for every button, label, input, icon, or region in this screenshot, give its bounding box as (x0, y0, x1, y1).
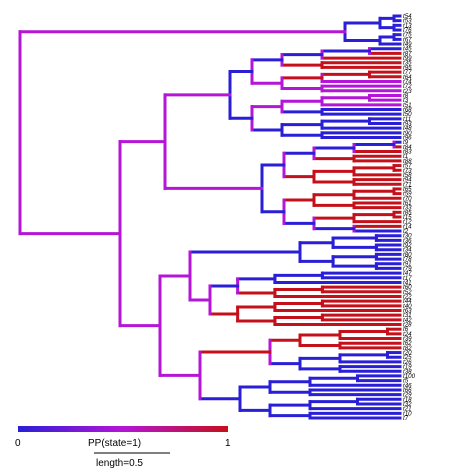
tip-label: t88 (403, 158, 412, 165)
tip-label: t46 (403, 382, 412, 389)
tip-label: t30 (403, 233, 412, 240)
tip-label: t90 (403, 130, 412, 137)
tip-label: t79 (403, 265, 412, 272)
tip-label: t92 (403, 242, 412, 249)
color-legend: 0 PP(state=1) 1 (15, 426, 231, 449)
tip-label: t33 (403, 205, 412, 212)
tip-label: t51 (403, 102, 412, 109)
tip-label: t63 (403, 307, 412, 314)
tip-label: t96 (403, 135, 412, 142)
tip-label: t99 (403, 55, 412, 62)
tip-label: t18 (403, 396, 412, 403)
tip-label: t40 (403, 303, 412, 310)
tip-label: t2 (403, 228, 409, 235)
tip-label: t74 (403, 78, 412, 85)
tip-label: t6 (403, 326, 409, 333)
tip-label: t87 (403, 50, 412, 57)
tip-label: t75 (403, 32, 412, 39)
tip-label: t64 (403, 74, 412, 81)
tip-label: t1 (403, 153, 408, 160)
tip-label: t42 (403, 317, 412, 324)
tip-label: t76 (403, 27, 412, 34)
tip-label: t26 (403, 359, 412, 366)
tip-label: t29 (403, 392, 412, 399)
tip-label: t3 (403, 97, 409, 104)
tip-label: t21 (403, 406, 412, 413)
tip-label: t72 (403, 83, 412, 90)
tip-label: t13 (403, 22, 412, 29)
scale-bar-label: length=0.5 (96, 458, 143, 469)
tip-label: t7 (403, 415, 409, 422)
tip-label: t95 (403, 64, 412, 71)
tip-label: t25 (403, 354, 412, 361)
tip-label: t49 (403, 41, 412, 48)
tip-label: t54 (403, 13, 412, 20)
tip-label: t59 (403, 191, 412, 198)
tip-label: t84 (403, 144, 412, 151)
tip-label: t8 (403, 92, 409, 99)
tip-label: t82 (403, 345, 412, 352)
tip-label: t36 (403, 237, 412, 244)
tip-label: t19 (403, 364, 412, 371)
tip-label: t53 (403, 18, 412, 25)
tip-label: t91 (403, 261, 412, 268)
tip-label: t67 (403, 36, 412, 43)
tip-label: t24 (403, 331, 412, 338)
scale-bar: length=0.5 (94, 452, 170, 469)
tip-label: t45 (403, 46, 412, 53)
tip-label: t32 (403, 401, 412, 408)
tip-label: t48 (403, 125, 412, 132)
tip-label: t71 (403, 181, 412, 188)
tip-label: t85 (403, 209, 412, 216)
tip-label: t35 (403, 60, 412, 67)
tip-label: t58 (403, 172, 412, 179)
tip-label: t52 (403, 289, 412, 296)
legend-low-label: 0 (15, 438, 21, 449)
tip-label: t12 (403, 219, 412, 226)
legend-title: PP(state=1) (88, 438, 141, 449)
tip-label: t77 (403, 69, 412, 76)
tip-label: t31 (403, 312, 412, 319)
tip-label: t10 (403, 410, 412, 417)
tree-branches (18, 14, 402, 420)
tip-label: t14 (403, 223, 412, 230)
tip-label: t22 (403, 293, 412, 300)
tip-label: t68 (403, 106, 412, 113)
tip-label: t28 (403, 322, 412, 329)
tip-label: t50 (403, 111, 412, 118)
tip-labels: t54t53t13t76t75t67t49t45t87t99t35t95t77t… (403, 13, 416, 422)
tip-label: t62 (403, 340, 412, 347)
tip-label: t60 (403, 284, 412, 291)
tip-label: t93 (403, 121, 412, 128)
tip-label: t44 (403, 298, 412, 305)
tip-label: t23 (403, 88, 412, 95)
tip-label: t78 (403, 256, 412, 263)
tip-label: t57 (403, 163, 412, 170)
tip-label: t11 (403, 116, 411, 123)
tip-label: t5 (403, 378, 409, 385)
tip-label: t38 (403, 368, 412, 375)
tip-label: t65 (403, 186, 412, 193)
tip-label: t47 (403, 270, 412, 277)
tip-label: t100 (403, 373, 416, 380)
tip-label: t34 (403, 247, 412, 254)
tip-label: t17 (403, 275, 412, 282)
legend-high-label: 1 (225, 438, 231, 449)
tip-label: t61 (403, 200, 412, 207)
tip-label: t66 (403, 387, 412, 394)
tip-label: t41 (403, 279, 412, 286)
tip-label: t80 (403, 251, 412, 258)
tip-label: t70 (403, 195, 412, 202)
tip-label: t15 (403, 214, 412, 221)
tip-label: t73 (403, 167, 412, 174)
tip-label: t83 (403, 149, 412, 156)
tip-label: t9 (403, 139, 409, 146)
tip-label: t20 (403, 350, 412, 357)
legend-color-bar (18, 426, 228, 432)
tip-label: t94 (403, 177, 412, 184)
tip-label: t39 (403, 336, 412, 343)
